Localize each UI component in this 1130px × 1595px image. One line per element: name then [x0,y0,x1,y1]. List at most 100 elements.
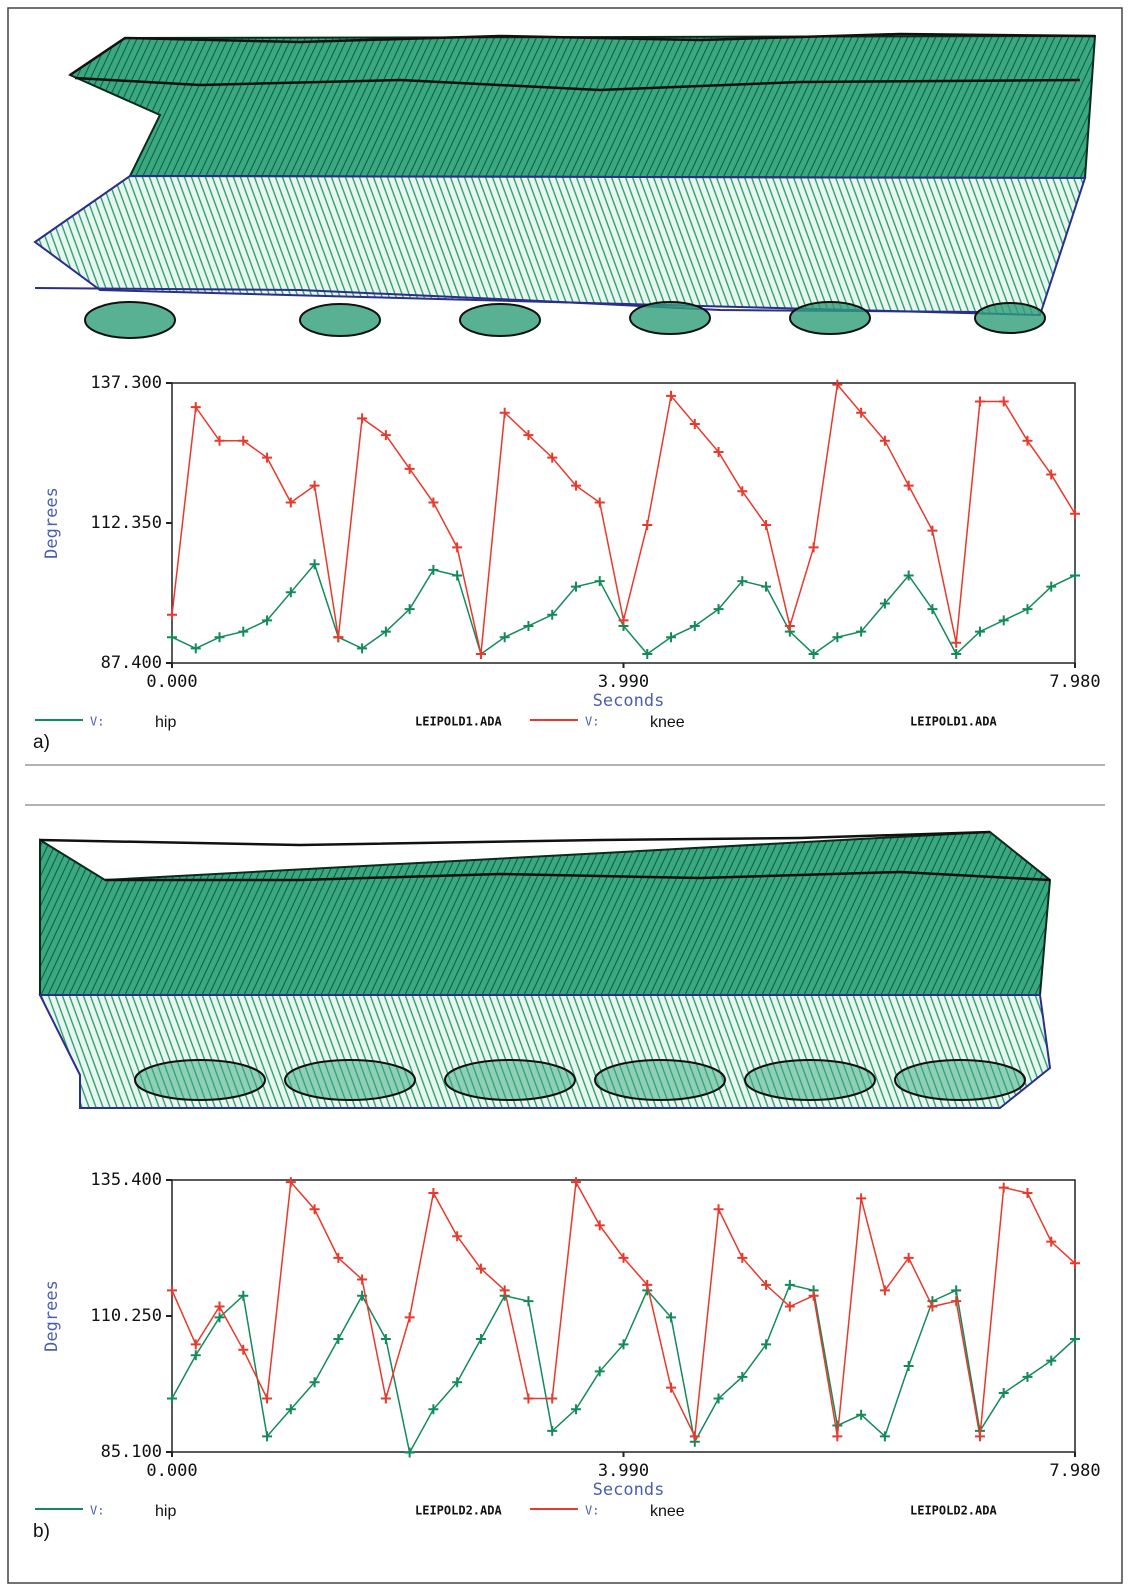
point-marker [214,1301,225,1312]
legend-label: knee [650,1503,685,1520]
legend-label: hip [155,714,176,731]
point-marker [523,1296,534,1307]
point-marker [333,1333,344,1344]
stick-diagram [38,830,1052,1109]
point-marker [879,1285,890,1296]
point-marker [666,1382,677,1393]
point-marker [404,1312,415,1323]
panel-label: b) [33,1521,50,1542]
legend-source: LEIPOLD1.ADA [910,715,997,729]
point-marker [713,1393,724,1404]
point-marker [309,559,320,570]
point-marker [761,519,772,530]
point-marker [452,1231,463,1242]
legend-prefix: V: [585,715,599,729]
point-marker [1046,581,1057,592]
point-marker [523,620,534,631]
point-marker [499,407,510,418]
point-marker [285,1404,296,1415]
point-marker [190,643,201,654]
point-marker [951,1296,962,1307]
point-marker [618,615,629,626]
point-marker [547,1393,558,1404]
point-marker [642,649,653,660]
point-marker [1070,570,1080,581]
point-marker [594,576,605,587]
point-marker [1046,1355,1057,1366]
point-marker [927,1301,938,1312]
point-marker [856,407,867,418]
point-marker [238,626,249,637]
point-marker [570,1177,581,1188]
frame [7,7,1123,1584]
point-marker [190,1350,201,1361]
y-tick-label: 137.300 [90,373,162,393]
point-marker [333,1252,344,1263]
point-marker [998,1182,1009,1193]
point-marker [285,587,296,598]
point-marker [428,1187,439,1198]
x-axis-label: Seconds [593,1480,665,1500]
point-marker [689,620,700,631]
point-marker [428,564,439,575]
point-marker [1022,1187,1033,1198]
point-marker [903,1252,914,1263]
legend-prefix: V: [90,715,104,729]
point-marker [689,418,700,429]
point-marker [618,1252,629,1263]
y-tick-label: 85.100 [101,1442,162,1462]
point-marker [903,480,914,491]
point-marker [1070,1258,1080,1269]
legend-prefix: V: [90,1504,104,1518]
plot-frame [171,1179,1076,1453]
point-marker [998,396,1009,407]
point-marker [570,581,581,592]
point-marker [1046,1236,1057,1247]
point-marker [808,649,819,660]
point-marker [380,430,391,441]
point-marker [214,435,225,446]
point-marker [523,1393,534,1404]
point-marker [523,430,534,441]
point-marker [903,1361,914,1372]
point-marker [428,497,439,508]
point-marker [856,626,867,637]
point-marker [737,1252,748,1263]
point-marker [761,1279,772,1290]
point-marker [737,1371,748,1382]
point-marker [879,435,890,446]
point-marker [832,632,843,643]
point-marker [357,413,368,424]
point-marker [214,1312,225,1323]
point-marker [951,1285,962,1296]
point-marker [1022,435,1033,446]
x-axis-label: Seconds [593,691,665,711]
legend-source: LEIPOLD2.ADA [415,1504,502,1518]
point-marker [927,604,938,615]
point-marker [499,1285,510,1296]
point-marker [1070,508,1080,519]
point-marker [974,396,985,407]
point-marker [903,570,914,581]
point-marker [262,1431,273,1442]
point-marker [594,1220,605,1231]
x-tick-label: 3.990 [598,672,649,692]
point-marker [856,1409,867,1420]
point-marker [167,1393,177,1404]
point-marker [452,570,463,581]
point-marker [570,1404,581,1415]
point-marker [190,1339,201,1350]
point-marker [238,435,249,446]
point-marker [974,1431,985,1442]
point-marker [475,1333,486,1344]
point-marker [452,542,463,553]
point-marker [547,1425,558,1436]
point-marker [547,609,558,620]
legend-label: knee [650,714,685,731]
legend-source: LEIPOLD1.ADA [415,715,502,729]
point-marker [784,620,795,631]
point-marker [642,519,653,530]
point-marker [761,581,772,592]
